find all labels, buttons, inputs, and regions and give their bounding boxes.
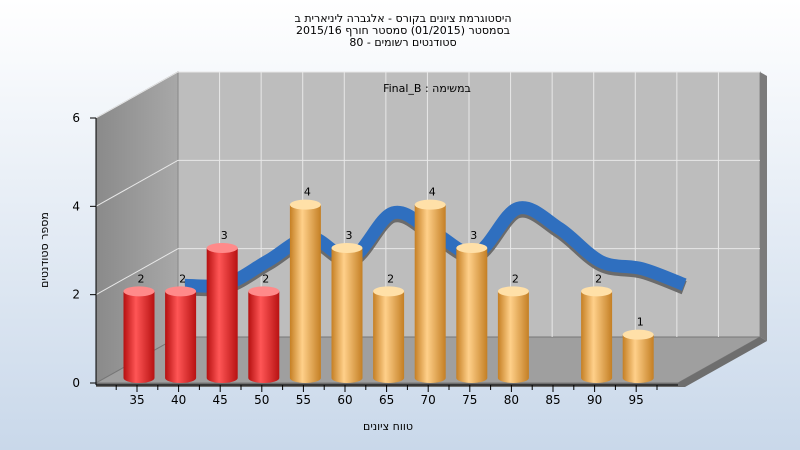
bar-50 [248, 286, 280, 383]
grid-wall-line [95, 71, 179, 119]
bar-top [581, 286, 613, 297]
annotation-label: במשימה : Final_B [383, 82, 471, 95]
bar-65 [373, 286, 405, 383]
bar-value-label: 3 [221, 229, 228, 242]
y-ticks-group: 0 2 4 6 [72, 111, 96, 390]
x-tick-label: 75 [462, 393, 477, 407]
bar-top [289, 199, 321, 210]
x-tick-label: 95 [629, 393, 644, 407]
y-tick-label: 0 [72, 376, 80, 390]
bar-top [373, 286, 405, 297]
bar-top [331, 243, 363, 253]
x-tick-label: 65 [379, 393, 394, 407]
bar-body [414, 204, 446, 383]
x-ticks-group: 35 40 45 50 55 60 65 70 75 80 85 90 95 [115, 385, 658, 407]
x-tick-label: 35 [129, 393, 144, 407]
bar-55 [289, 199, 321, 383]
y-tick-label: 2 [72, 288, 80, 302]
bar-body [622, 334, 654, 383]
y-tick-label: 4 [72, 199, 80, 213]
bar-80 [497, 286, 529, 383]
x-tick-label: 85 [545, 393, 560, 407]
x-tick-label: 60 [337, 393, 352, 407]
y-axis-title: מספר סטודנטים [38, 212, 51, 288]
bar-body [373, 291, 405, 383]
bar-value-label: 4 [429, 186, 436, 199]
bar-35 [123, 286, 155, 383]
bar-60 [331, 243, 363, 383]
bar-body [248, 291, 280, 383]
bar-top [206, 243, 238, 253]
bar-90 [581, 286, 613, 383]
x-tick-label: 70 [421, 393, 436, 407]
bar-body [206, 248, 238, 383]
bar-value-label: 2 [138, 272, 145, 285]
bar-value-label: 1 [637, 316, 644, 329]
bar-75 [456, 243, 488, 383]
bar-70 [414, 199, 446, 383]
x-tick-label: 40 [171, 393, 186, 407]
bar-value-label: 2 [512, 272, 519, 285]
x-tick-label: 90 [587, 393, 602, 407]
bars-group [123, 199, 654, 383]
bar-body [456, 248, 488, 383]
chart-title-line-3: סטודנטים רשומים - 80 [349, 36, 456, 49]
bar-body [581, 291, 613, 383]
grid-wall-line [95, 159, 179, 207]
bar-body [497, 291, 529, 383]
x-tick-label: 80 [504, 393, 519, 407]
value-labels-group: 2 2 3 2 4 3 2 4 3 2 2 1 [138, 186, 644, 329]
bar-value-label: 2 [262, 272, 269, 285]
x-tick-label: 45 [213, 393, 228, 407]
chart-title-line-1: היסטוגרמת ציונים בקורס - אלגברה ליניארית… [294, 12, 511, 25]
bar-body [123, 291, 155, 383]
bar-top [248, 286, 280, 297]
x-axis-title: טווח ציונים [363, 420, 413, 433]
x-tick-label: 55 [296, 393, 311, 407]
bar-value-label: 3 [346, 229, 353, 242]
bar-top [414, 199, 446, 210]
bar-45 [206, 243, 238, 383]
bar-value-label: 2 [179, 272, 186, 285]
bar-value-label: 2 [387, 272, 394, 285]
bar-top [622, 329, 654, 340]
chart-title-line-2: בסמסטר (01/2015) סמסטר חורף 2015/16 [296, 24, 510, 37]
bar-body [165, 291, 197, 383]
bar-top [165, 286, 197, 297]
bar-top [123, 286, 155, 297]
bar-body [289, 204, 321, 383]
bar-95 [622, 329, 654, 383]
bar-top [497, 286, 529, 297]
bar-40 [165, 286, 197, 383]
bar-value-label: 3 [470, 229, 477, 242]
y-tick-label: 6 [72, 111, 80, 125]
grid-wall-line [95, 248, 179, 296]
bar-value-label: 2 [595, 272, 602, 285]
x-tick-label: 50 [254, 393, 269, 407]
bar-top [456, 243, 488, 253]
bar-body [331, 248, 363, 383]
chart-right-edge-shadow [760, 72, 767, 341]
bar-value-label: 4 [304, 186, 311, 199]
